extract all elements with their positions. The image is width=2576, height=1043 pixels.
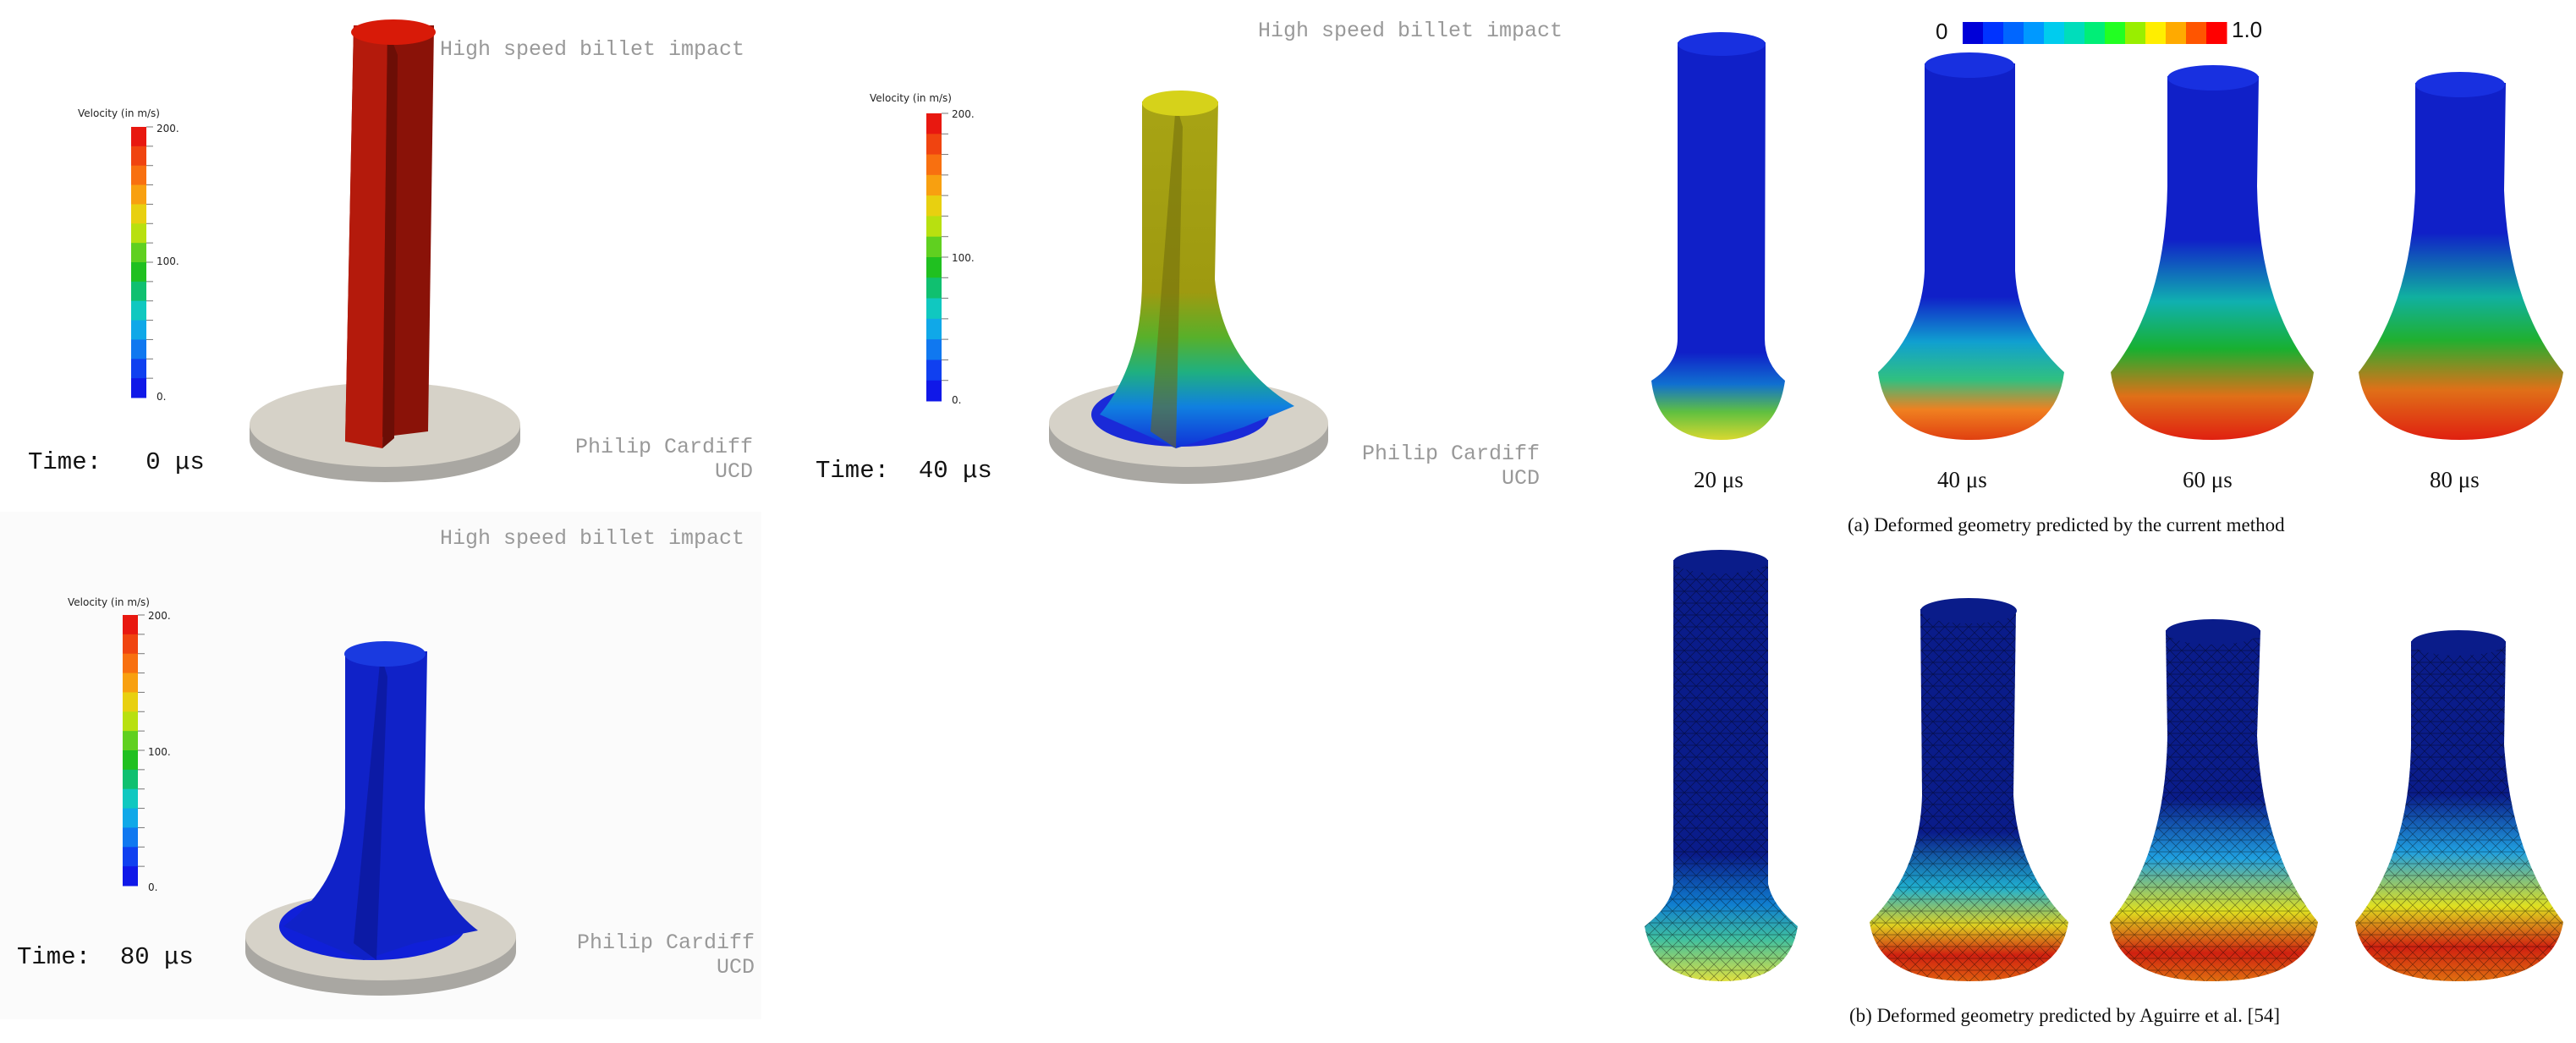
legend-tick-max: 200. [952,108,975,120]
time-label-a-4: 80 μs [2430,467,2480,493]
legend-tick-mid: 100. [952,252,975,264]
legend-tick-mid: 100. [148,746,171,758]
velocity-legend-bar [123,615,148,886]
legend-tick-min: 0. [148,881,157,893]
time-label-a-3: 60 μs [2183,467,2233,493]
billet-panel-40us: High speed billet impact Velocity (in m/… [795,0,1607,508]
credit-text: Philip Cardiff UCD [541,435,753,484]
legend-tick-min: 0. [952,394,961,406]
billet-render [1049,85,1354,524]
time-readout: Time: 40 μs [816,457,992,485]
panel-title: High speed billet impact [1258,19,1563,43]
legend-title: Velocity (in m/s) [68,596,150,608]
credit-name: Philip Cardiff [541,435,753,459]
aguirre-billets [1607,550,2576,1007]
legend-title: Velocity (in m/s) [78,107,160,119]
credit-name: Philip Cardiff [1328,442,1540,466]
legend-tick-mid: 100. [157,255,179,267]
credit-institution: UCD [541,955,755,980]
credit-institution: UCD [541,459,753,484]
billet-render [245,639,533,1011]
time-label-a-1: 20 μs [1694,467,1744,493]
caption-a: (a) Deformed geometry predicted by the c… [1848,514,2285,536]
legend-tick-max: 200. [148,610,171,622]
credit-text: Philip Cardiff UCD [541,930,755,980]
legend-tick-max: 200. [157,123,179,134]
credit-name: Philip Cardiff [541,930,755,955]
billet-render [245,17,550,491]
time-readout: Time: 80 μs [17,943,194,971]
comparison-figure: 0 1.0 [1607,0,2576,1043]
time-label-a-2: 40 μs [1937,467,1987,493]
credit-text: Philip Cardiff UCD [1328,442,1540,491]
credit-institution: UCD [1328,466,1540,491]
time-readout: Time: 0 μs [28,448,205,476]
velocity-legend-bar [131,127,157,398]
caption-b: (b) Deformed geometry predicted by Aguir… [1849,1005,2280,1027]
legend-tick-min: 0. [157,391,166,403]
panel-title: High speed billet impact [440,526,744,551]
current-method-billets [1607,25,2576,465]
legend-title: Velocity (in m/s) [870,92,952,104]
billet-panel-80us: High speed billet impact Velocity (in m/… [0,512,761,1019]
billet-panel-0us: High speed billet impact Velocity (in m/… [0,0,761,508]
velocity-legend-bar [926,113,952,401]
